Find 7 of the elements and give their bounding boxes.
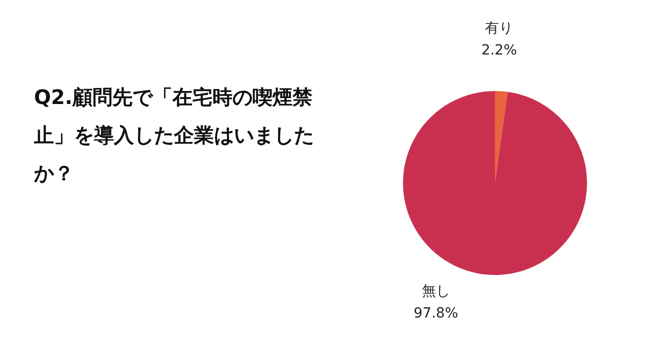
data-label: 2.2% — [481, 42, 517, 58]
text: Q2.顧問先で「在宅時の喫煙禁止」を導入した企業はいましたか？ — [34, 84, 315, 187]
slice-label: 無し — [422, 284, 450, 300]
pie-slice — [495, 91, 508, 183]
data-label: 97.8% — [414, 306, 458, 322]
slice-label: 有り — [485, 20, 514, 36]
pie-slice — [403, 91, 587, 275]
